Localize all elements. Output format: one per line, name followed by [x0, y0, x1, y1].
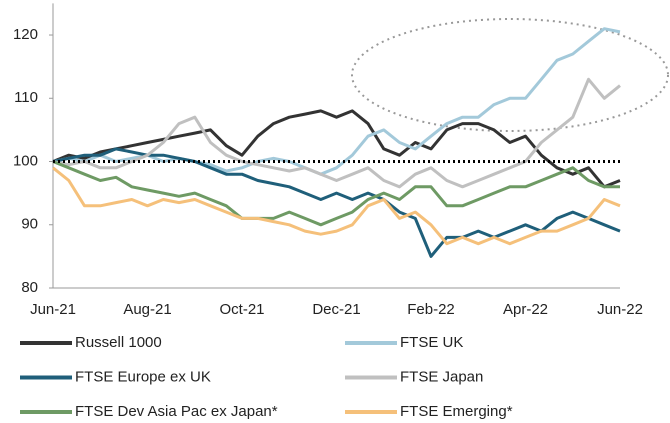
x-tick-label: Apr-22 — [503, 301, 548, 318]
series-line — [52, 109, 621, 189]
series-line — [52, 166, 621, 246]
series-line — [52, 160, 620, 227]
y-tick-label: 110 — [14, 89, 38, 106]
highlight-ellipse — [351, 18, 669, 132]
legend-label: FTSE Emerging* — [400, 403, 513, 420]
x-tick-label: Dec-21 — [312, 301, 360, 318]
series-line — [52, 77, 621, 189]
legend-label: FTSE Japan — [400, 368, 483, 385]
legend-label: FTSE UK — [400, 334, 463, 351]
y-tick-label: 120 — [13, 26, 38, 43]
y-tick-label: 90 — [21, 216, 38, 233]
x-tick-label: Jun-22 — [597, 301, 643, 318]
x-tick-label: Jun-21 — [30, 301, 76, 318]
x-tick-label: Aug-21 — [123, 301, 171, 318]
legend-label: Russell 1000 — [75, 334, 162, 351]
x-tick-label: Oct-21 — [219, 301, 264, 318]
legend-label: FTSE Europe ex UK — [75, 368, 211, 385]
legend-label: FTSE Dev Asia Pac ex Japan* — [75, 403, 278, 420]
y-tick-label: 100 — [13, 152, 38, 169]
y-tick-label: 80 — [21, 279, 38, 296]
x-tick-label: Feb-22 — [407, 301, 455, 318]
